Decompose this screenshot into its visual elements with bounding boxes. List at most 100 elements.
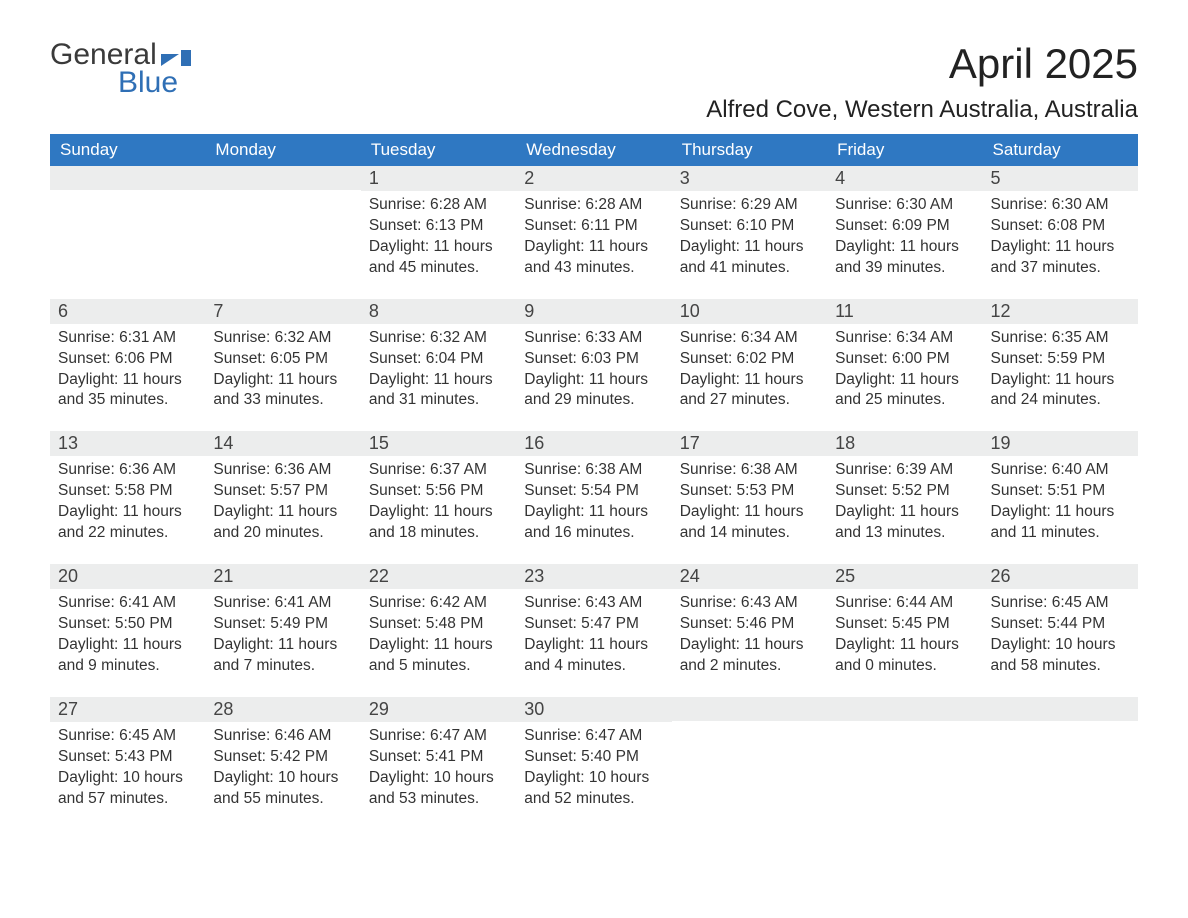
day-body: Sunrise: 6:41 AMSunset: 5:50 PMDaylight:… bbox=[50, 589, 205, 697]
day-number bbox=[205, 166, 360, 190]
daylight-line-2: and 45 minutes. bbox=[369, 258, 508, 279]
daylight-line-1: Daylight: 11 hours bbox=[58, 635, 197, 656]
day-number: 3 bbox=[672, 166, 827, 191]
calendar-week-row: 1Sunrise: 6:28 AMSunset: 6:13 PMDaylight… bbox=[50, 166, 1138, 299]
day-body: Sunrise: 6:45 AMSunset: 5:43 PMDaylight:… bbox=[50, 722, 205, 830]
day-number: 29 bbox=[361, 697, 516, 722]
daylight-line-2: and 39 minutes. bbox=[835, 258, 974, 279]
daylight-line-1: Daylight: 10 hours bbox=[369, 768, 508, 789]
sunrise-line: Sunrise: 6:41 AM bbox=[58, 593, 197, 614]
sunrise-line: Sunrise: 6:37 AM bbox=[369, 460, 508, 481]
day-body: Sunrise: 6:45 AMSunset: 5:44 PMDaylight:… bbox=[983, 589, 1138, 697]
sunset-line: Sunset: 6:04 PM bbox=[369, 349, 508, 370]
day-number: 17 bbox=[672, 431, 827, 456]
sunrise-line: Sunrise: 6:47 AM bbox=[369, 726, 508, 747]
day-body: Sunrise: 6:34 AMSunset: 6:00 PMDaylight:… bbox=[827, 324, 982, 432]
daylight-line-2: and 53 minutes. bbox=[369, 789, 508, 810]
day-number: 11 bbox=[827, 299, 982, 324]
sunset-line: Sunset: 5:53 PM bbox=[680, 481, 819, 502]
calendar-cell bbox=[672, 697, 827, 830]
daylight-line-2: and 41 minutes. bbox=[680, 258, 819, 279]
calendar-cell: 25Sunrise: 6:44 AMSunset: 5:45 PMDayligh… bbox=[827, 564, 982, 697]
day-number: 14 bbox=[205, 431, 360, 456]
sail-icon bbox=[161, 54, 179, 66]
sunset-line: Sunset: 6:13 PM bbox=[369, 216, 508, 237]
weekday-header: Wednesday bbox=[516, 134, 671, 166]
daylight-line-2: and 9 minutes. bbox=[58, 656, 197, 677]
sunrise-line: Sunrise: 6:30 AM bbox=[991, 195, 1130, 216]
sunrise-line: Sunrise: 6:45 AM bbox=[58, 726, 197, 747]
daylight-line-1: Daylight: 11 hours bbox=[835, 635, 974, 656]
calendar-cell: 1Sunrise: 6:28 AMSunset: 6:13 PMDaylight… bbox=[361, 166, 516, 299]
calendar-cell bbox=[983, 697, 1138, 830]
calendar-cell: 23Sunrise: 6:43 AMSunset: 5:47 PMDayligh… bbox=[516, 564, 671, 697]
daylight-line-1: Daylight: 11 hours bbox=[991, 502, 1130, 523]
daylight-line-2: and 27 minutes. bbox=[680, 390, 819, 411]
day-body bbox=[983, 721, 1138, 817]
sunset-line: Sunset: 5:59 PM bbox=[991, 349, 1130, 370]
sunset-line: Sunset: 5:50 PM bbox=[58, 614, 197, 635]
day-number: 7 bbox=[205, 299, 360, 324]
day-number: 2 bbox=[516, 166, 671, 191]
sunset-line: Sunset: 5:56 PM bbox=[369, 481, 508, 502]
sunrise-line: Sunrise: 6:41 AM bbox=[213, 593, 352, 614]
sunrise-line: Sunrise: 6:35 AM bbox=[991, 328, 1130, 349]
brand-logo: General Blue bbox=[50, 40, 191, 98]
sunset-line: Sunset: 5:57 PM bbox=[213, 481, 352, 502]
sunset-line: Sunset: 6:00 PM bbox=[835, 349, 974, 370]
calendar-cell: 10Sunrise: 6:34 AMSunset: 6:02 PMDayligh… bbox=[672, 299, 827, 432]
day-number: 19 bbox=[983, 431, 1138, 456]
daylight-line-2: and 13 minutes. bbox=[835, 523, 974, 544]
sunset-line: Sunset: 5:41 PM bbox=[369, 747, 508, 768]
sunset-line: Sunset: 5:52 PM bbox=[835, 481, 974, 502]
daylight-line-1: Daylight: 11 hours bbox=[58, 502, 197, 523]
sunset-line: Sunset: 5:47 PM bbox=[524, 614, 663, 635]
weekday-header: Thursday bbox=[672, 134, 827, 166]
sunrise-line: Sunrise: 6:30 AM bbox=[835, 195, 974, 216]
daylight-line-2: and 33 minutes. bbox=[213, 390, 352, 411]
header: General Blue April 2025 Alfred Cove, Wes… bbox=[50, 40, 1138, 134]
calendar-cell: 28Sunrise: 6:46 AMSunset: 5:42 PMDayligh… bbox=[205, 697, 360, 830]
sunrise-line: Sunrise: 6:31 AM bbox=[58, 328, 197, 349]
sunset-line: Sunset: 6:05 PM bbox=[213, 349, 352, 370]
calendar-cell: 27Sunrise: 6:45 AMSunset: 5:43 PMDayligh… bbox=[50, 697, 205, 830]
sunset-line: Sunset: 5:51 PM bbox=[991, 481, 1130, 502]
daylight-line-1: Daylight: 11 hours bbox=[369, 237, 508, 258]
calendar-cell: 22Sunrise: 6:42 AMSunset: 5:48 PMDayligh… bbox=[361, 564, 516, 697]
daylight-line-2: and 5 minutes. bbox=[369, 656, 508, 677]
daylight-line-2: and 24 minutes. bbox=[991, 390, 1130, 411]
daylight-line-1: Daylight: 11 hours bbox=[524, 635, 663, 656]
calendar-cell: 15Sunrise: 6:37 AMSunset: 5:56 PMDayligh… bbox=[361, 431, 516, 564]
daylight-line-1: Daylight: 10 hours bbox=[213, 768, 352, 789]
day-body: Sunrise: 6:29 AMSunset: 6:10 PMDaylight:… bbox=[672, 191, 827, 299]
calendar-cell: 14Sunrise: 6:36 AMSunset: 5:57 PMDayligh… bbox=[205, 431, 360, 564]
calendar-week-row: 13Sunrise: 6:36 AMSunset: 5:58 PMDayligh… bbox=[50, 431, 1138, 564]
daylight-line-2: and 37 minutes. bbox=[991, 258, 1130, 279]
daylight-line-1: Daylight: 11 hours bbox=[369, 635, 508, 656]
calendar-cell: 12Sunrise: 6:35 AMSunset: 5:59 PMDayligh… bbox=[983, 299, 1138, 432]
daylight-line-2: and 11 minutes. bbox=[991, 523, 1130, 544]
daylight-line-1: Daylight: 11 hours bbox=[835, 502, 974, 523]
day-number: 15 bbox=[361, 431, 516, 456]
calendar-table: SundayMondayTuesdayWednesdayThursdayFrid… bbox=[50, 134, 1138, 829]
day-body: Sunrise: 6:40 AMSunset: 5:51 PMDaylight:… bbox=[983, 456, 1138, 564]
day-number: 23 bbox=[516, 564, 671, 589]
daylight-line-2: and 57 minutes. bbox=[58, 789, 197, 810]
daylight-line-1: Daylight: 11 hours bbox=[213, 370, 352, 391]
calendar-cell: 7Sunrise: 6:32 AMSunset: 6:05 PMDaylight… bbox=[205, 299, 360, 432]
sunset-line: Sunset: 5:54 PM bbox=[524, 481, 663, 502]
daylight-line-2: and 29 minutes. bbox=[524, 390, 663, 411]
day-body: Sunrise: 6:38 AMSunset: 5:53 PMDaylight:… bbox=[672, 456, 827, 564]
day-number bbox=[50, 166, 205, 190]
daylight-line-1: Daylight: 11 hours bbox=[680, 502, 819, 523]
day-body: Sunrise: 6:35 AMSunset: 5:59 PMDaylight:… bbox=[983, 324, 1138, 432]
day-body: Sunrise: 6:36 AMSunset: 5:57 PMDaylight:… bbox=[205, 456, 360, 564]
daylight-line-1: Daylight: 11 hours bbox=[524, 237, 663, 258]
calendar-cell: 4Sunrise: 6:30 AMSunset: 6:09 PMDaylight… bbox=[827, 166, 982, 299]
day-number: 18 bbox=[827, 431, 982, 456]
day-body bbox=[50, 190, 205, 286]
daylight-line-1: Daylight: 11 hours bbox=[991, 370, 1130, 391]
sunset-line: Sunset: 6:06 PM bbox=[58, 349, 197, 370]
daylight-line-2: and 7 minutes. bbox=[213, 656, 352, 677]
day-number bbox=[672, 697, 827, 721]
